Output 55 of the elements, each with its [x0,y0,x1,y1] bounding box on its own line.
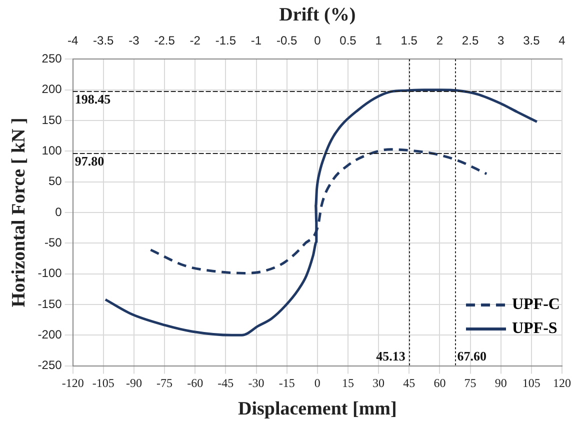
x-tick-label: -15 [278,376,295,390]
x2-tick-label: 3.5 [523,33,540,48]
legend-label: UPF-S [512,320,558,338]
x2-tick-label: 3 [498,33,505,48]
x-tick-label: 60 [434,376,446,390]
ref-line-label: 97.80 [74,153,104,168]
x-tick-label: -90 [126,376,142,390]
x2-tick-label: 2 [436,33,444,48]
y-tick-label: 250 [42,52,62,66]
x2-tick-label: 2.5 [462,33,479,48]
x2-axis-title: Drift (%) [279,4,356,26]
ref-line-label: 45.13 [376,348,406,364]
ref-line-label: 198.45 [74,92,112,107]
y-tick-label: -200 [38,327,62,342]
x-tick-label: -60 [187,376,204,390]
x-tick-label: -30 [248,376,264,390]
legend-label: UPF-C [512,296,560,314]
x2-tick-label: 4 [558,33,566,48]
x-tick-label: -120 [62,376,84,390]
ref-line-label: 67.60 [457,348,486,364]
x-tick-label: -45 [218,376,234,390]
x-tick-label: 0 [314,376,320,390]
x-tick-label: 45 [403,376,416,390]
x2-tick-label: 1 [375,33,382,48]
x-tick-label: 75 [464,376,476,390]
y-tick-label: -250 [38,358,62,372]
x2-tick-label: -4 [67,33,78,48]
x-tick-label: -105 [92,376,114,390]
x2-tick-label: -2.5 [154,33,176,48]
x-tick-label: 30 [372,376,385,390]
y-tick-label: 100 [42,143,62,158]
y-tick-label: -100 [38,266,62,280]
x2-tick-label: -0.5 [276,33,298,48]
x-tick-label: 90 [494,376,507,390]
x2-tick-label: -3 [128,33,140,48]
x2-tick-label: 0 [314,33,322,48]
y-tick-label: 0 [55,204,62,219]
x2-tick-label: 0.5 [340,33,357,48]
x-tick-label: -75 [156,376,173,390]
y-tick-label: 50 [48,174,62,188]
x-tick-label: 120 [553,376,571,390]
x2-tick-label: -3.5 [93,33,114,48]
y-tick-label: -150 [38,296,62,311]
y-tick-label: 150 [42,112,62,127]
y-tick-label: -50 [44,235,62,250]
x2-tick-label: -1 [250,33,262,48]
x2-tick-label: -1.5 [215,33,236,48]
x2-tick-label: 1.5 [400,33,418,48]
x-tick-label: 105 [522,376,540,390]
x2-tick-label: -2 [190,33,201,48]
x-axis-title: Displacement [mm] [238,398,397,420]
y-tick-label: 200 [42,82,62,96]
line-series [149,148,488,274]
x-tick-label: 15 [342,376,354,390]
y-axis-title: Horizontal Force [ kN ] [8,118,30,308]
